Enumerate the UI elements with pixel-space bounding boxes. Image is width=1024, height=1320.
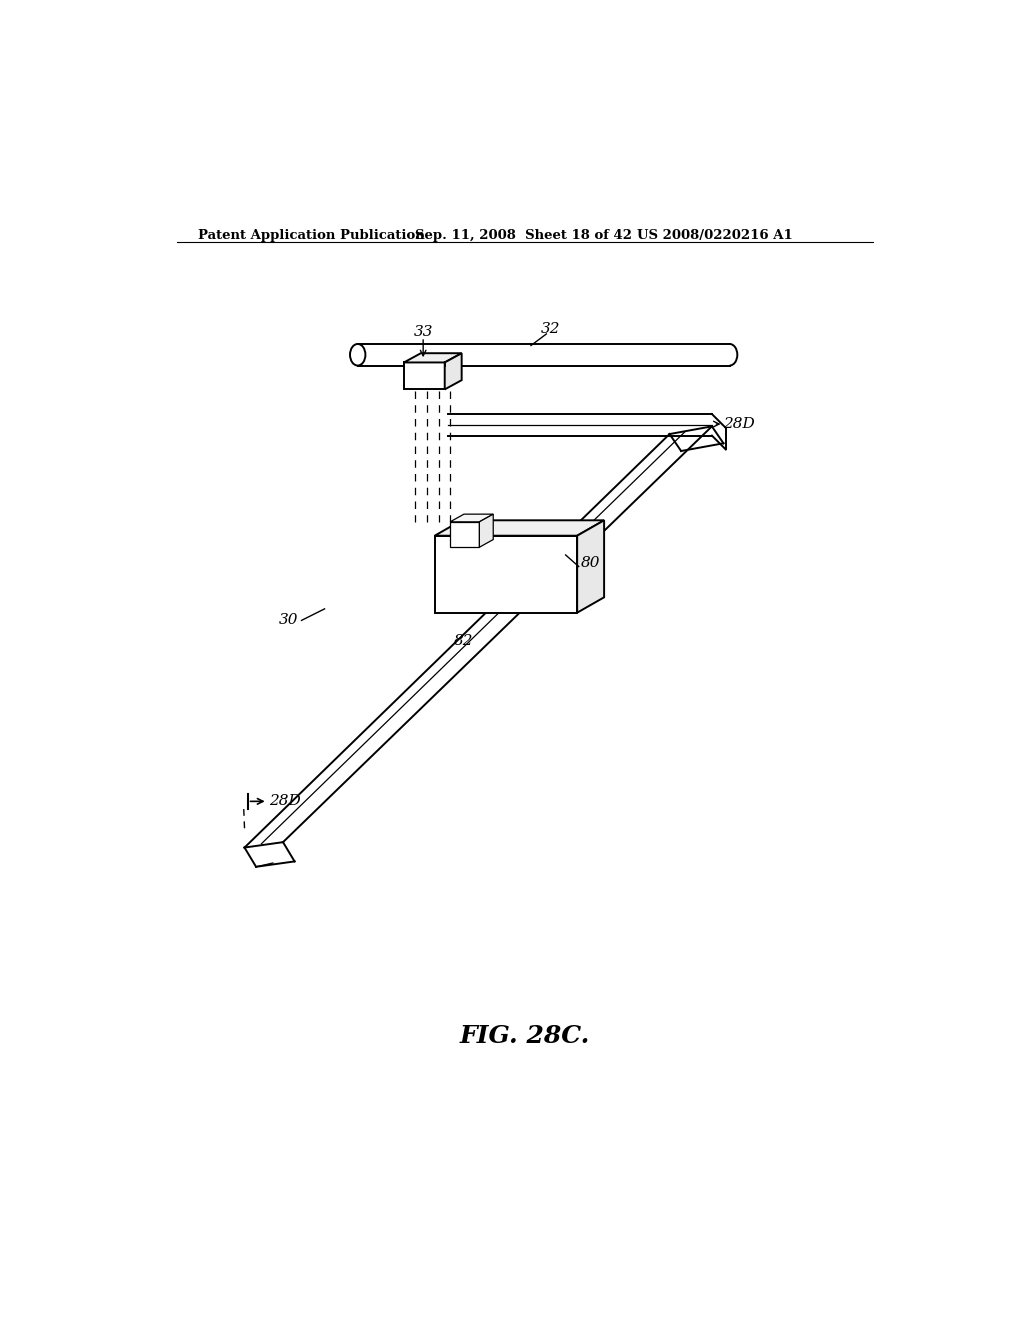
- Text: Sep. 11, 2008  Sheet 18 of 42: Sep. 11, 2008 Sheet 18 of 42: [416, 230, 633, 243]
- Polygon shape: [479, 515, 494, 548]
- Polygon shape: [403, 354, 462, 363]
- Polygon shape: [403, 363, 444, 389]
- Text: 82: 82: [454, 635, 473, 648]
- Polygon shape: [435, 520, 604, 536]
- Polygon shape: [435, 536, 578, 612]
- Text: 28D: 28D: [724, 417, 756, 432]
- Polygon shape: [444, 354, 462, 389]
- Text: 33: 33: [414, 325, 433, 339]
- Text: 30: 30: [279, 614, 298, 627]
- Text: US 2008/0220216 A1: US 2008/0220216 A1: [637, 230, 793, 243]
- Text: 32: 32: [541, 322, 560, 337]
- Polygon shape: [578, 520, 604, 612]
- Text: FIG. 28C.: FIG. 28C.: [460, 1024, 590, 1048]
- Text: 80: 80: [581, 556, 600, 570]
- Text: 28D: 28D: [269, 795, 301, 808]
- Ellipse shape: [350, 345, 366, 366]
- Polygon shape: [451, 521, 479, 548]
- Polygon shape: [451, 515, 494, 521]
- Text: Patent Application Publication: Patent Application Publication: [199, 230, 425, 243]
